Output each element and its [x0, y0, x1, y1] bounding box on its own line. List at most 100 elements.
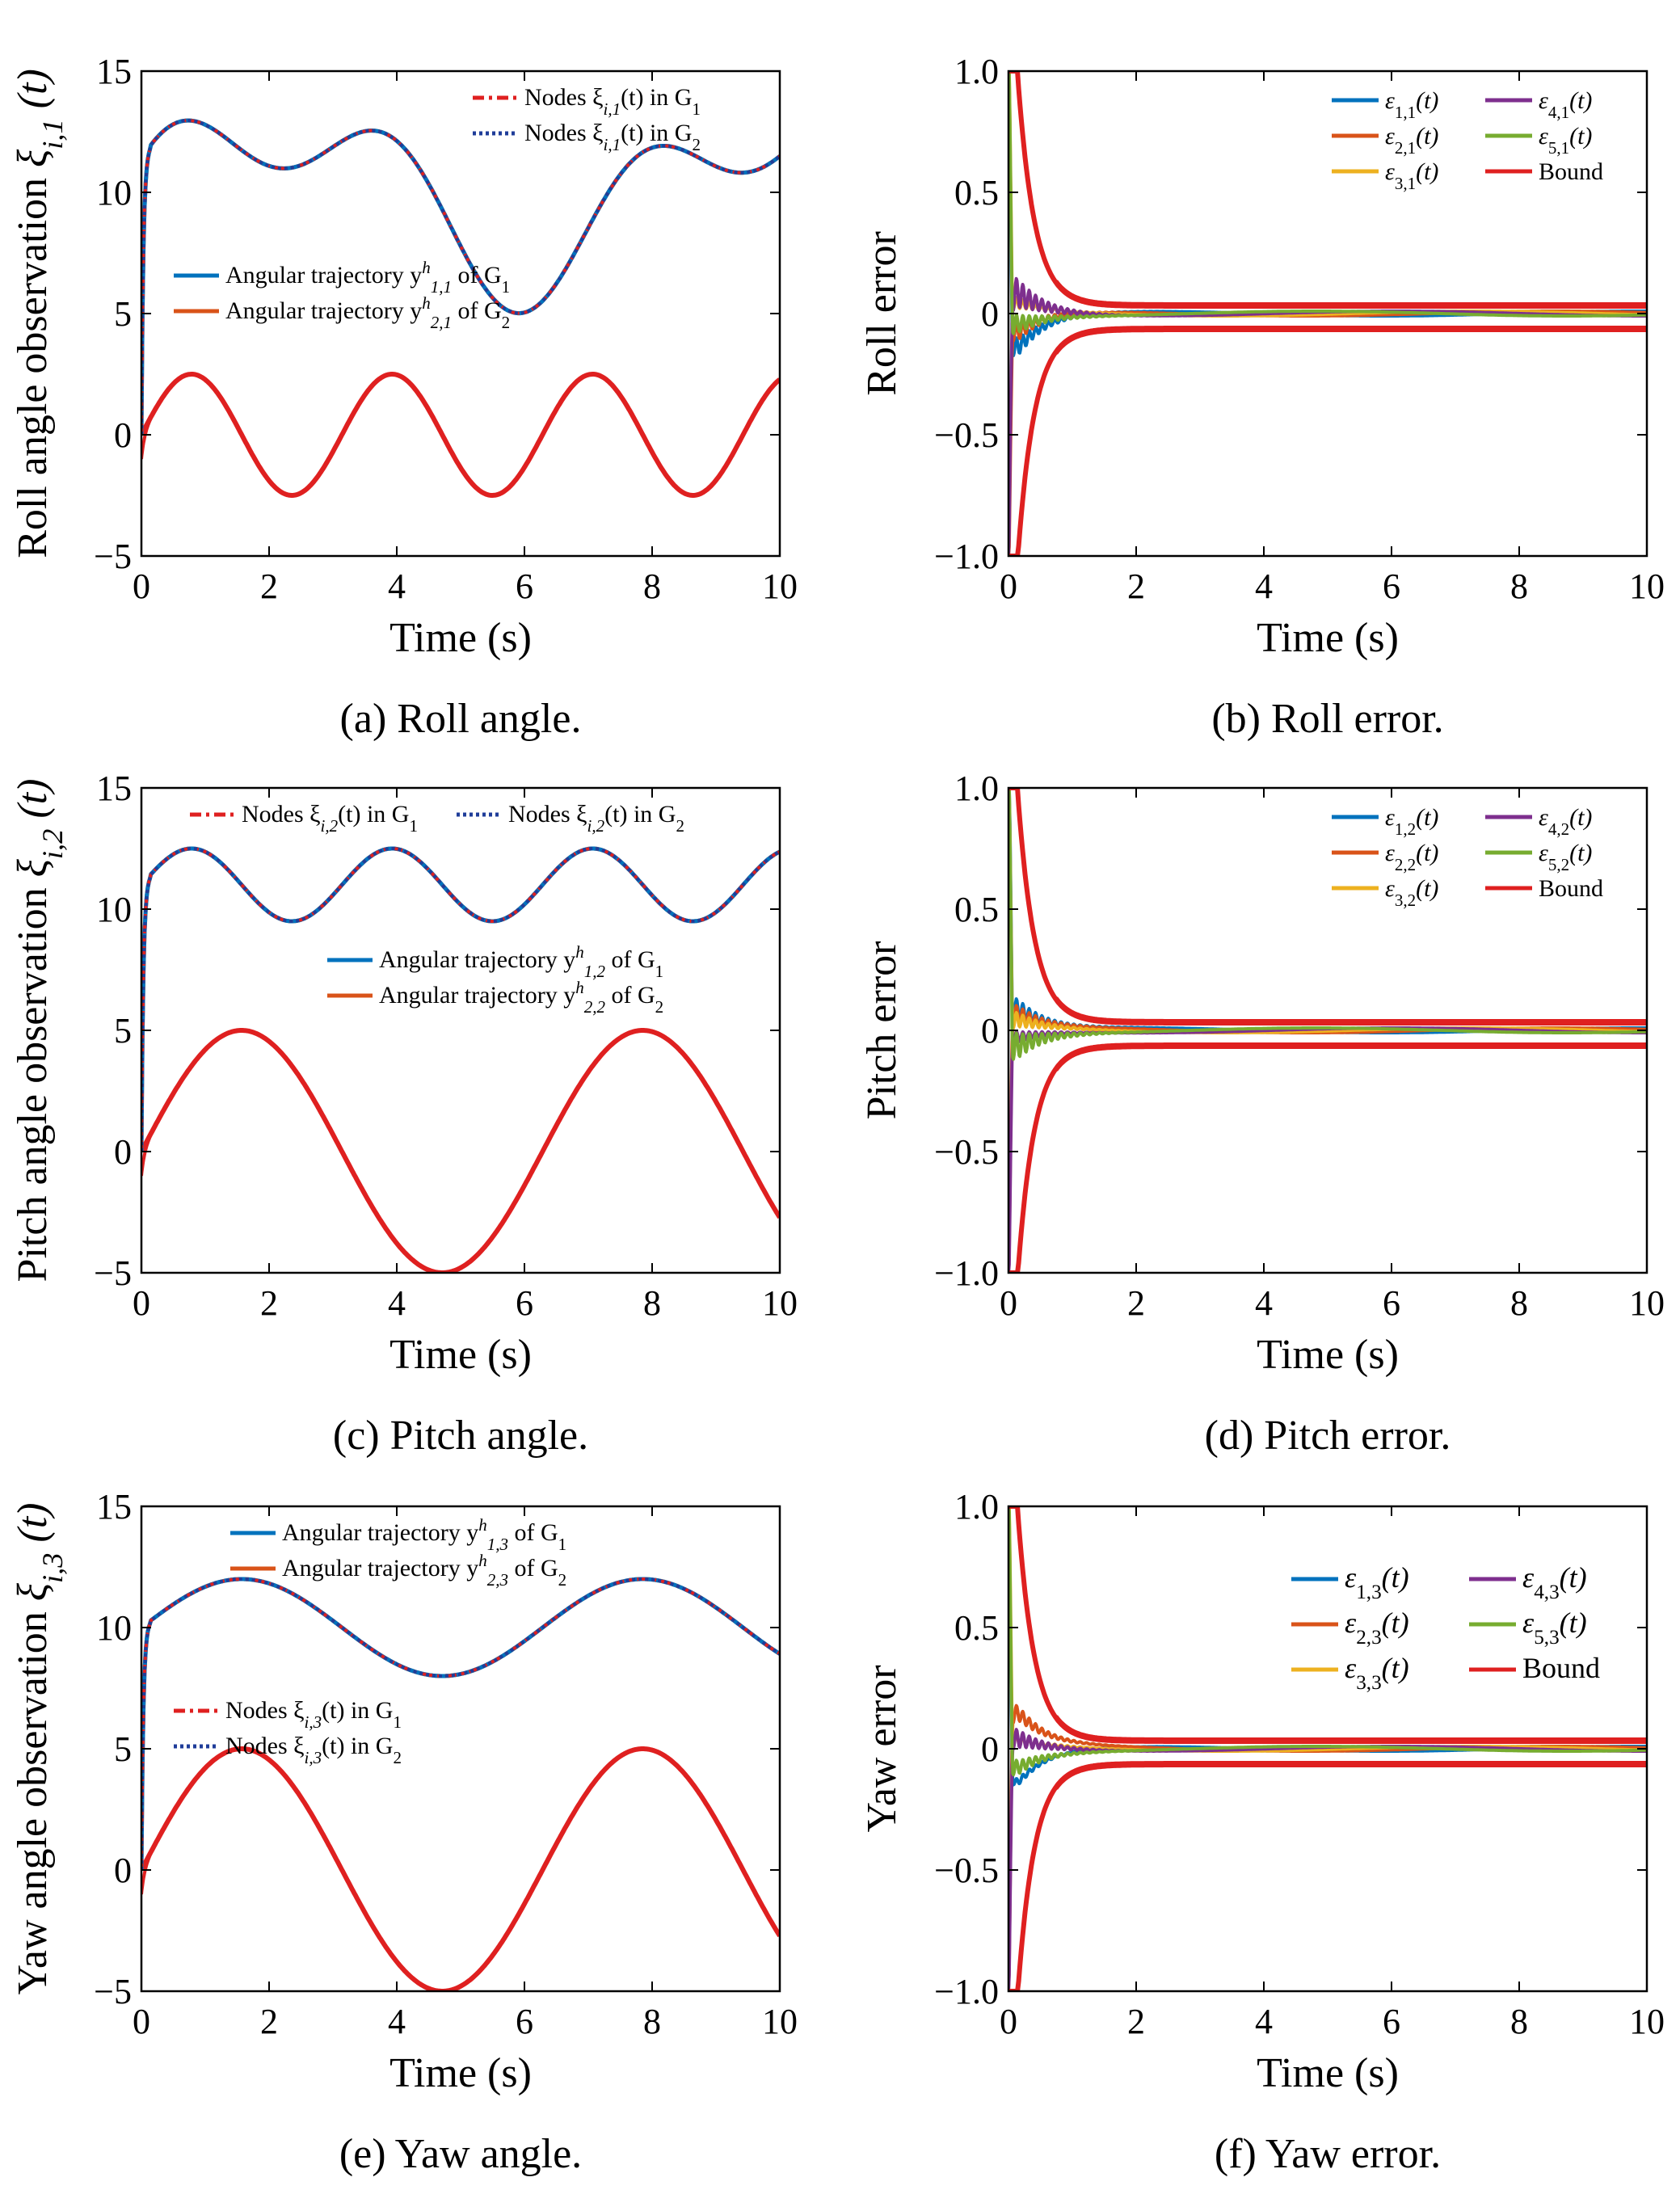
panel-caption: (f) Yaw error.	[1215, 2131, 1441, 2177]
y-tick-label: −1.0	[934, 1253, 999, 1293]
series-error-5-2	[1008, 788, 1647, 1061]
x-tick-label: 10	[1629, 2002, 1665, 2041]
panel-caption: (c) Pitch angle.	[333, 1413, 588, 1459]
legend-entry: Bound	[1539, 875, 1603, 902]
x-tick-label: 0	[133, 2002, 150, 2041]
series-bound-lower-shift	[1055, 1764, 1647, 1790]
x-tick-label: 2	[260, 1283, 278, 1323]
series-error-3-3	[1008, 1506, 1647, 1753]
x-tick-label: 4	[388, 2002, 406, 2041]
y-tick-label: −0.5	[934, 1851, 999, 1890]
x-axis-label: Time (s)	[389, 1332, 532, 1378]
y-tick-label: −0.5	[934, 415, 999, 455]
x-tick-label: 10	[1629, 566, 1665, 606]
legend-entry: ε5,1(t)	[1539, 123, 1592, 158]
series-node-transient	[141, 1103, 169, 1177]
legend-entry: ε1,3(t)	[1345, 1561, 1409, 1603]
legend-entry: ε3,1(t)	[1385, 158, 1438, 193]
x-tick-label: 0	[133, 1283, 150, 1323]
x-tick-label: 6	[1383, 566, 1400, 606]
x-tick-label: 10	[762, 2002, 798, 2041]
legend-entry: Angular trajectory yh2,3 of G2	[282, 1551, 566, 1590]
y-tick-label: 5	[114, 1011, 132, 1051]
x-tick-label: 6	[1383, 2002, 1400, 2041]
x-axis-label: Time (s)	[389, 615, 532, 661]
y-tick-label: 1.0	[954, 52, 999, 91]
y-tick-label: −5	[94, 537, 132, 576]
series-bound-upper	[1008, 788, 1647, 1026]
y-tick-label: 0	[114, 1851, 132, 1890]
legend-entry: ε5,3(t)	[1522, 1607, 1587, 1649]
series-error-4-1	[1008, 276, 1647, 556]
panel-caption: (e) Yaw angle.	[339, 2131, 582, 2177]
plot-area	[1008, 71, 1647, 556]
x-tick-label: 4	[1255, 566, 1273, 606]
series-error-3-2	[1008, 788, 1647, 1034]
series-trajectory-g1	[141, 1577, 780, 1871]
x-tick-label: 8	[643, 1283, 661, 1323]
panel-caption: (a) Roll angle.	[340, 696, 582, 742]
y-tick-label: 15	[96, 1487, 132, 1527]
legend-entry: ε1,2(t)	[1385, 804, 1438, 839]
y-axis-label: Yaw error	[859, 1665, 905, 1832]
y-tick-label: 0	[981, 1011, 999, 1051]
y-tick-label: 1.0	[954, 1487, 999, 1527]
x-tick-label: 8	[1510, 1283, 1528, 1323]
plot-area	[141, 118, 780, 498]
chart-panel-d: 0 2 4 6 8 10 −1.0 −0.5 0 0.5 1.0 Time (s) Pitch erro…	[859, 769, 1665, 1459]
series-nodes-g1	[141, 119, 780, 436]
legend-entry: Angular trajectory yh1,2 of G1	[379, 942, 663, 981]
chart-panel-b: 0 2 4 6 8 10 −1.0 −0.5 0 0.5 1.0 Time (s) Roll error…	[859, 52, 1665, 742]
series-error-2-1	[1008, 310, 1647, 556]
panel-caption: (d) Pitch error.	[1205, 1413, 1451, 1459]
legend-entry: ε3,3(t)	[1345, 1652, 1409, 1694]
y-axis-label: Roll angle observation ξi,1 (t)	[10, 69, 69, 558]
chart-panel-f: 0 2 4 6 8 10 −1.0 −0.5 0 0.5 1.0 Time (s) Yaw error (…	[859, 1487, 1665, 2177]
y-tick-label: −1.0	[934, 1972, 999, 2011]
x-tick-label: 0	[1000, 566, 1017, 606]
legend-entry: Nodes ξi,2(t) in G2	[508, 801, 684, 836]
legend-entry: Nodes ξi,1(t) in G2	[524, 120, 701, 154]
y-tick-label: 5	[114, 294, 132, 334]
legend-entry: ε5,2(t)	[1539, 840, 1592, 874]
x-axis-label: Time (s)	[1257, 615, 1399, 661]
legend-entry: Nodes ξi,1(t) in G1	[524, 84, 701, 119]
x-tick-label: 2	[260, 566, 278, 606]
series-trajectory-g2	[141, 1577, 780, 1871]
plot-area	[141, 1577, 780, 1991]
legend-entry: Nodes ξi,3(t) in G2	[225, 1733, 402, 1767]
series-bound-upper-shift	[1055, 1715, 1647, 1741]
x-tick-label: 10	[1629, 1283, 1665, 1323]
series-nodes-g2	[141, 847, 780, 1152]
series-nodes-g2	[141, 119, 780, 436]
legend-entry: Nodes ξi,2(t) in G1	[242, 801, 418, 836]
legend-entry: ε2,3(t)	[1345, 1607, 1409, 1649]
x-tick-label: 2	[260, 2002, 278, 2041]
y-tick-label: 0.5	[954, 890, 999, 929]
x-tick-label: 10	[762, 1283, 798, 1323]
series-nodes-g1	[141, 1577, 780, 1871]
series-bound-lower	[1008, 1761, 1647, 1991]
x-tick-label: 8	[1510, 566, 1528, 606]
y-axis-label: Pitch error	[859, 941, 905, 1120]
y-tick-label: 0.5	[954, 1608, 999, 1648]
y-tick-label: −5	[94, 1253, 132, 1293]
series-error-4-3	[1008, 1728, 1647, 1991]
legend-entry: Nodes ξi,3(t) in G1	[225, 1697, 402, 1732]
y-tick-label: 10	[96, 890, 132, 929]
legend-entry: Angular trajectory yh2,2 of G2	[379, 978, 663, 1017]
y-tick-label: 0	[114, 415, 132, 455]
x-tick-label: 4	[1255, 1283, 1273, 1323]
plot-area	[1008, 1506, 1647, 1991]
y-tick-label: 10	[96, 173, 132, 213]
y-tick-label: 10	[96, 1608, 132, 1648]
x-tick-label: 2	[1127, 2002, 1145, 2041]
series-bound-upper	[1008, 71, 1647, 309]
legend-entry: Angular trajectory yh2,1 of G2	[225, 293, 510, 332]
legend-entry: Angular trajectory yh1,1 of G1	[225, 258, 510, 297]
x-tick-label: 4	[388, 566, 406, 606]
y-tick-label: 0	[114, 1132, 132, 1172]
x-tick-label: 10	[762, 566, 798, 606]
